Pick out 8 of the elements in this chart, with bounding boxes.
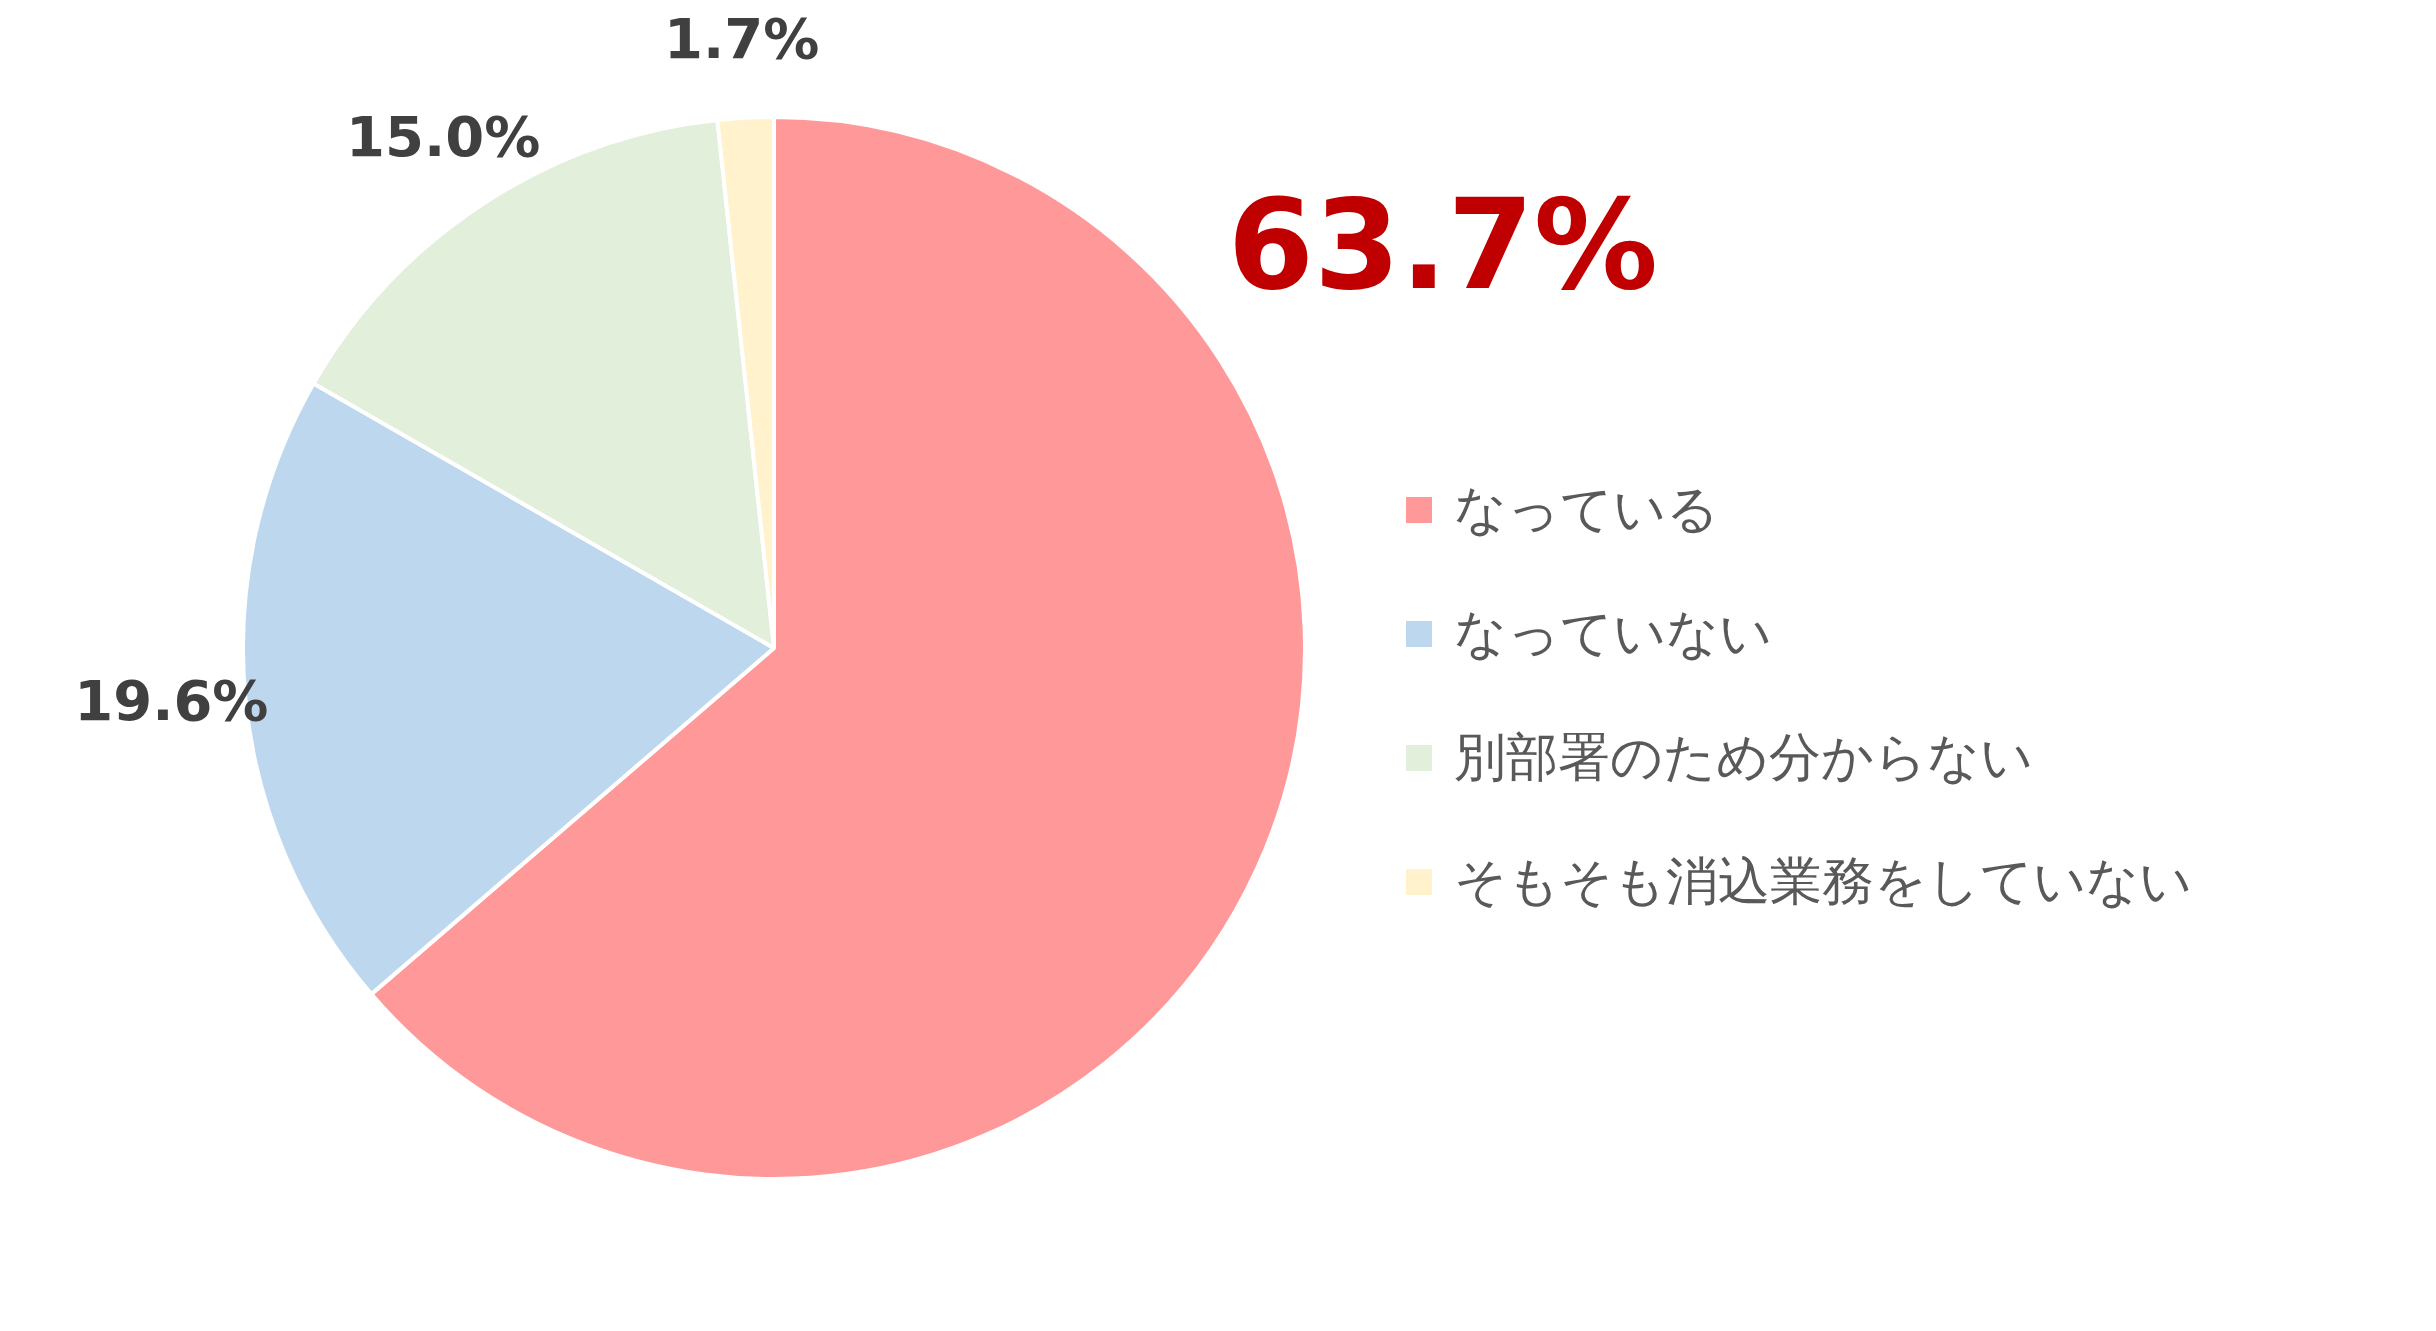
- legend-label: 別部署のため分からない: [1454, 726, 2033, 789]
- data-label: 63.7%: [1227, 173, 1658, 318]
- data-label: 15.0%: [346, 103, 541, 169]
- data-label: 1.7%: [664, 6, 820, 72]
- data-label: 19.6%: [74, 667, 269, 733]
- legend-label: そもそも消込業務をしていない: [1454, 850, 2192, 913]
- legend-label: なっていない: [1454, 602, 1772, 665]
- legend-label: なっている: [1454, 478, 1719, 541]
